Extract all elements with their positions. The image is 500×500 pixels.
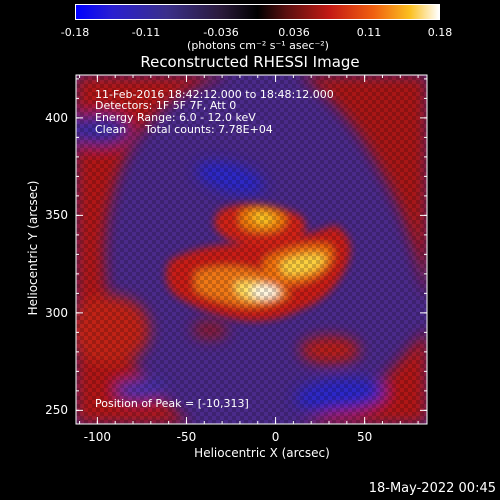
y-tick-label: 400 <box>45 110 68 125</box>
x-axis-label: Heliocentric X (arcsec) <box>194 446 330 460</box>
annotation-clean: Clean <box>95 123 127 136</box>
timestamp: 18-May-2022 00:45 <box>368 481 496 496</box>
y-axis-label: Heliocentric Y (arcsec) <box>26 180 40 316</box>
colorbar <box>75 4 440 20</box>
x-tick-label: -100 <box>83 430 111 444</box>
colorbar-tick-label: 0.036 <box>278 26 310 39</box>
colorbar-tick-label: 0.18 <box>427 26 453 39</box>
annotation-energy-range: Energy Range: 6.0 - 12.0 keV <box>95 111 256 124</box>
heatmap-image <box>76 75 427 424</box>
colorbar-tick-label: -0.18 <box>60 26 90 39</box>
chart-title: Reconstructed RHESSI Image <box>140 53 360 71</box>
annotation-detectors: Detectors: 1F 5F 7F, Att 0 <box>95 99 237 112</box>
x-tick-label: 50 <box>356 430 373 444</box>
x-tick-label: -50 <box>176 430 197 444</box>
colorbar-unit-label: (photons cm⁻² s⁻¹ asec⁻²) <box>187 39 329 52</box>
y-tick-label: 350 <box>45 208 68 223</box>
annotation-total-counts: Total counts: 7.78E+04 <box>145 123 273 136</box>
colorbar-tick-label: 0.11 <box>356 26 382 39</box>
y-tick-label: 300 <box>45 305 68 320</box>
x-tick-label: 0 <box>271 430 280 444</box>
colorbar-tick-label: -0.036 <box>203 26 239 39</box>
y-tick-label: 250 <box>45 403 68 418</box>
axis-ticks <box>76 75 427 424</box>
annotation-time-range: 11-Feb-2016 18:42:12.000 to 18:48:12.000 <box>95 88 334 101</box>
colorbar-tick-label: -0.11 <box>131 26 161 39</box>
annotation-peak-position: Position of Peak = [-10,313] <box>95 397 249 410</box>
